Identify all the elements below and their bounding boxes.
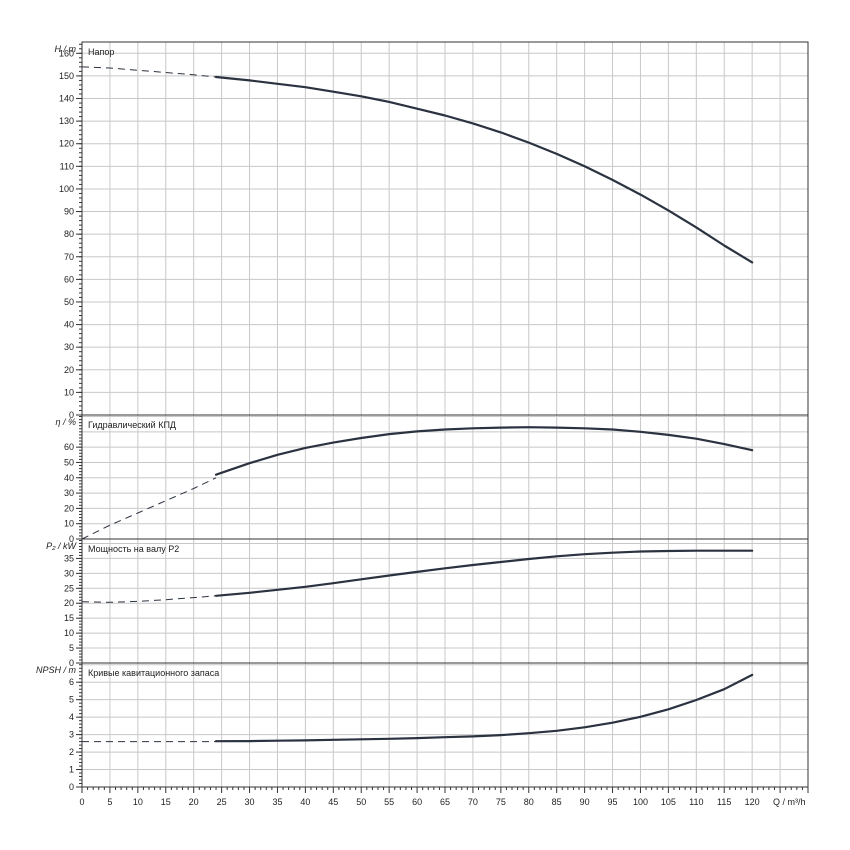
eff-y-tick-label-60: 60 <box>64 442 74 452</box>
power-y-axis-label: P₂ / kW <box>46 541 77 551</box>
eff-curve-dashed <box>81 477 217 540</box>
x-tick-label-50: 50 <box>356 797 366 807</box>
head-y-tick-label-20: 20 <box>64 365 74 375</box>
x-tick-label-80: 80 <box>524 797 534 807</box>
head-y-tick-label-130: 130 <box>59 116 74 126</box>
power-y-tick-label-10: 10 <box>64 628 74 638</box>
head-y-tick-label-0: 0 <box>69 410 74 420</box>
power-y-tick-label-35: 35 <box>64 553 74 563</box>
x-tick-label-75: 75 <box>496 797 506 807</box>
axis-layer <box>76 41 809 793</box>
head-y-tick-label-40: 40 <box>64 320 74 330</box>
head-y-tick-label-160: 160 <box>59 48 74 58</box>
eff-y-tick-label-10: 10 <box>64 519 74 529</box>
head-y-tick-label-50: 50 <box>64 297 74 307</box>
x-tick-label-55: 55 <box>384 797 394 807</box>
head-panel-title: Напор <box>88 47 114 57</box>
x-tick-label-25: 25 <box>217 797 227 807</box>
head-y-tick-label-110: 110 <box>60 161 74 171</box>
power-y-tick-label-20: 20 <box>64 598 74 608</box>
npsh-y-tick-label-3: 3 <box>69 730 74 740</box>
eff-panel-title: Гидравлический КПД <box>88 420 176 430</box>
power-y-tick-label-30: 30 <box>64 568 74 578</box>
curve-layer <box>81 66 754 743</box>
power-curve-dashed <box>81 595 217 603</box>
power-panel-title: Мощность на валу P2 <box>88 544 179 554</box>
power-y-tick-label-5: 5 <box>69 643 74 653</box>
head-y-tick-label-80: 80 <box>64 229 74 239</box>
x-tick-label-60: 60 <box>412 797 422 807</box>
power-y-tick-label-15: 15 <box>64 613 74 623</box>
npsh-curve-solid <box>214 673 754 743</box>
npsh-panel-title: Кривые кавитационного запаса <box>88 668 219 678</box>
npsh-y-tick-label-1: 1 <box>69 765 74 775</box>
npsh-y-tick-label-4: 4 <box>69 712 74 722</box>
power-y-tick-label-25: 25 <box>64 583 74 593</box>
x-tick-label-90: 90 <box>580 797 590 807</box>
x-tick-label-20: 20 <box>189 797 199 807</box>
x-tick-label-5: 5 <box>107 797 112 807</box>
head-y-tick-label-100: 100 <box>59 184 74 194</box>
eff-y-tick-label-20: 20 <box>64 503 74 513</box>
head-y-tick-label-60: 60 <box>64 274 74 284</box>
eff-y-tick-label-40: 40 <box>64 473 74 483</box>
x-tick-label-100: 100 <box>633 797 648 807</box>
x-tick-label-115: 115 <box>717 797 731 807</box>
power-curve-solid <box>214 549 754 597</box>
npsh-y-tick-label-5: 5 <box>69 695 74 705</box>
eff-y-tick-label-50: 50 <box>64 457 74 467</box>
eff-y-tick-label-30: 30 <box>64 488 74 498</box>
x-tick-label-0: 0 <box>79 797 84 807</box>
head-y-tick-label-140: 140 <box>59 94 74 104</box>
x-tick-label-70: 70 <box>468 797 478 807</box>
x-tick-label-35: 35 <box>272 797 282 807</box>
head-y-tick-label-10: 10 <box>64 387 74 397</box>
x-tick-label-40: 40 <box>300 797 310 807</box>
x-tick-label-15: 15 <box>161 797 171 807</box>
x-tick-label-110: 110 <box>689 797 703 807</box>
npsh-y-tick-label-0: 0 <box>69 782 74 792</box>
npsh-y-tick-label-6: 6 <box>69 677 74 687</box>
x-tick-label-45: 45 <box>328 797 338 807</box>
x-tick-label-85: 85 <box>552 797 562 807</box>
head-y-tick-label-30: 30 <box>64 342 74 352</box>
head-y-tick-label-90: 90 <box>64 207 74 217</box>
x-axis-label: Q / m³/h <box>773 797 806 807</box>
x-tick-label-95: 95 <box>608 797 618 807</box>
head-curve-solid <box>214 75 754 264</box>
x-tick-label-30: 30 <box>245 797 255 807</box>
eff-y-axis-label: η / % <box>55 417 76 427</box>
npsh-y-axis-label: NPSH / m <box>36 665 77 675</box>
head-y-tick-label-70: 70 <box>64 252 74 262</box>
eff-curve-solid <box>214 426 754 476</box>
eff-y-tick-label-0: 0 <box>69 534 74 544</box>
grid-layer <box>82 42 808 787</box>
power-y-tick-label-0: 0 <box>69 658 74 668</box>
x-tick-label-10: 10 <box>133 797 143 807</box>
head-y-tick-label-120: 120 <box>59 139 74 149</box>
label-layer: Q / m³/h 0102030405060708090100110120130… <box>36 44 806 807</box>
npsh-y-tick-label-2: 2 <box>69 747 74 757</box>
head-y-axis-label: H / m <box>55 44 77 54</box>
x-tick-label-65: 65 <box>440 797 450 807</box>
head-y-tick-label-150: 150 <box>59 71 74 81</box>
x-tick-label-120: 120 <box>745 797 760 807</box>
x-tick-label-105: 105 <box>661 797 676 807</box>
